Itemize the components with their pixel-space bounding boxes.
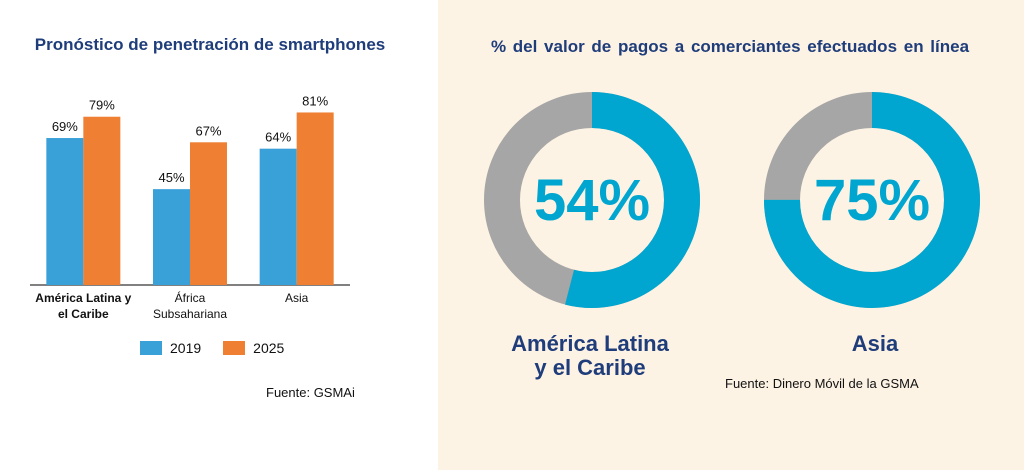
category-label-1-line-2: el Caribe <box>58 307 109 321</box>
data-label-2019-2: 45% <box>158 170 184 185</box>
bar-chart-legend: 2019 2025 <box>140 340 284 356</box>
bar-chart-title: Pronóstico de penetración de smartphones <box>34 35 386 54</box>
donut-chart-title: % del valor de pagos a comerciantes efec… <box>490 37 970 56</box>
legend-item-2019: 2019 <box>140 340 201 356</box>
donut-chart-panel <box>438 0 1024 470</box>
donut-2-center-value: 75% <box>814 168 930 233</box>
bar-2025-1 <box>83 116 121 285</box>
donut-label-latam: América Latina y el Caribe <box>485 332 695 380</box>
donut-1-center-value: 54% <box>534 168 650 233</box>
donut-1-value-segment <box>484 92 700 308</box>
bar-chart: 69% 79% América Latina y el Caribe 45% 67% Áfr… <box>30 93 350 321</box>
data-label-2025-3: 81% <box>302 93 328 108</box>
legend-item-2025: 2025 <box>223 340 284 356</box>
bar-2025-2 <box>190 142 227 285</box>
data-label-2025-1: 79% <box>89 98 115 113</box>
donut-label-latam-line2: y el Caribe <box>534 355 646 380</box>
bar-chart-source: Fuente: GSMAi <box>266 385 355 400</box>
donut-label-latam-line1: América Latina <box>511 331 669 356</box>
data-label-2025-2: 67% <box>195 123 221 138</box>
donut-label-asia: Asia <box>775 332 975 356</box>
donut-2: 75% <box>764 92 980 308</box>
legend-swatch-2019 <box>140 341 162 355</box>
legend-label-2019: 2019 <box>170 340 202 356</box>
bar-2019-2 <box>153 189 190 285</box>
bar-2025-3 <box>296 112 334 285</box>
category-label-3-line-1: Asia <box>285 291 309 305</box>
donut-charts: 54% 75% <box>484 92 980 308</box>
legend-label-2025: 2025 <box>253 340 285 356</box>
category-label-2-line-2: Subsahariana <box>153 307 227 321</box>
legend-swatch-2025 <box>223 341 246 355</box>
bar-2019-3 <box>259 148 297 285</box>
donut-label-asia-line1: Asia <box>851 331 899 356</box>
category-label-1-line-1: América Latina y <box>35 291 131 305</box>
donut-chart-source: Fuente: Dinero Móvil de la GSMA <box>725 376 919 391</box>
donut-1: 54% <box>484 92 700 308</box>
data-label-2019-1: 69% <box>52 119 78 134</box>
bar-2019-1 <box>46 138 84 285</box>
donut-2-value-segment <box>764 92 980 308</box>
data-label-2019-3: 64% <box>265 130 291 145</box>
category-label-2-line-1: África <box>175 290 206 305</box>
